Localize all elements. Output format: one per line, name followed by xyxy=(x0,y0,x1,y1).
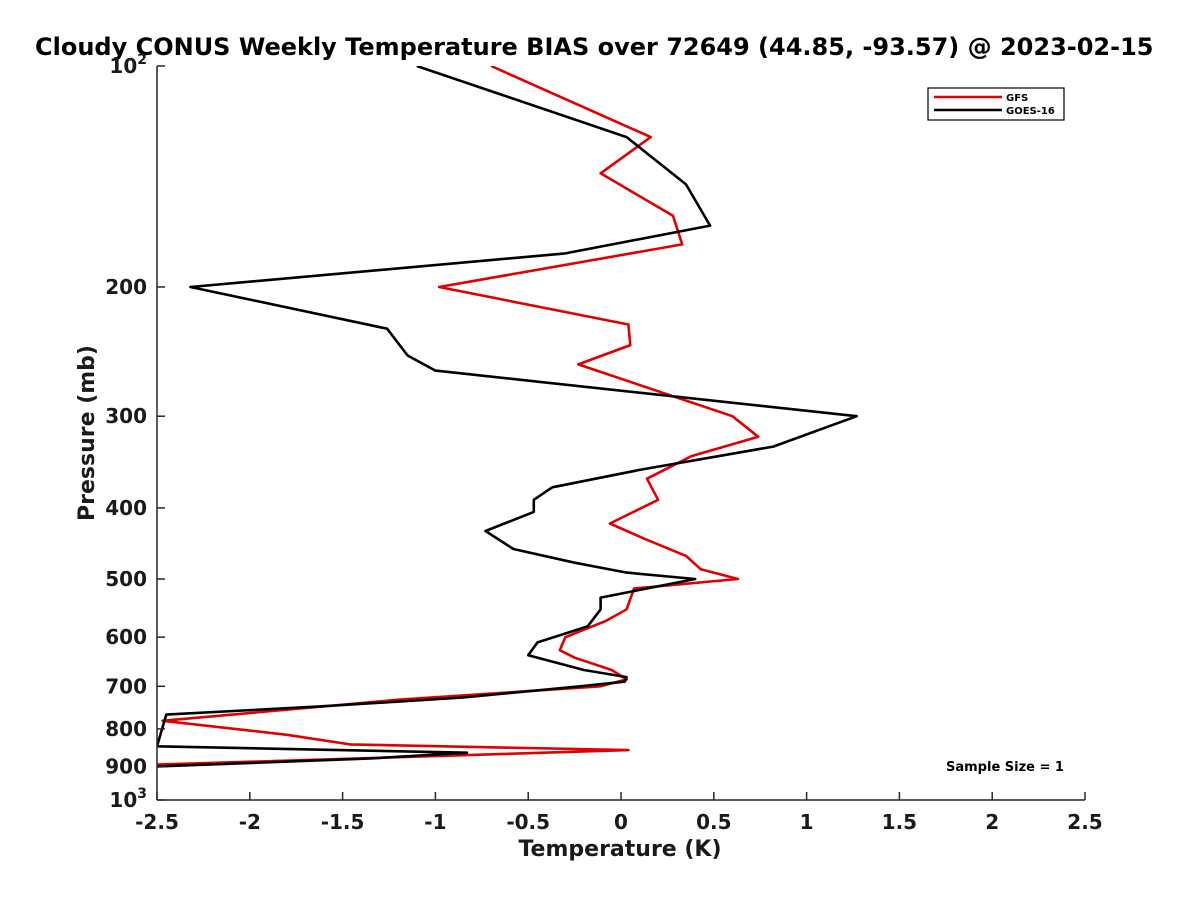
x-tick-label: 1 xyxy=(800,810,814,834)
sample-size-annotation: Sample Size = 1 xyxy=(946,760,1064,775)
x-tick-label: 1.5 xyxy=(882,810,917,834)
axes-layer xyxy=(156,66,1085,801)
y-tick-label: 300 xyxy=(105,404,147,428)
y-tick-label: 200 xyxy=(105,275,147,299)
x-axis-label: Temperature (K) xyxy=(518,837,721,862)
chart-title: Cloudy CONUS Weekly Temperature BIAS ove… xyxy=(35,33,1153,61)
x-tick-label: -1 xyxy=(424,810,446,834)
y-tick-label: 103 xyxy=(109,786,147,812)
x-tick-label: -2 xyxy=(239,810,261,834)
y-tick-label: 400 xyxy=(105,496,147,520)
y-tick-label: 900 xyxy=(105,754,147,778)
y-tick-label: 102 xyxy=(109,52,147,78)
legend-label-goes-16: GOES-16 xyxy=(1006,106,1055,117)
y-tick-label: 800 xyxy=(105,717,147,741)
x-tick-label: 0 xyxy=(614,810,628,834)
ticks-layer: -2.5 -2 -1.5 -1 -0.5 0 0.5 1 1.5 2 2.5 102 200 300 400… xyxy=(105,52,1102,834)
legend-box xyxy=(927,87,1065,121)
x-tick-label: -0.5 xyxy=(506,810,550,834)
x-tick-label: 0.5 xyxy=(696,810,731,834)
y-axis-label: Pressure (mb) xyxy=(75,345,100,521)
y-tick-label: 700 xyxy=(105,674,147,698)
x-tick-label: 2 xyxy=(985,810,999,834)
y-tick-label: 500 xyxy=(105,567,147,591)
x-tick-label: 2.5 xyxy=(1067,810,1102,834)
legend-label-gfs: GFS xyxy=(1006,93,1028,104)
x-tick-label: -2.5 xyxy=(135,810,179,834)
series-line-goes-16 xyxy=(157,66,859,768)
legend: GFS GOES-16 xyxy=(927,87,1065,121)
x-tick-label: -1.5 xyxy=(321,810,365,834)
series-layer xyxy=(157,66,859,768)
y-tick-label: 600 xyxy=(105,625,147,649)
